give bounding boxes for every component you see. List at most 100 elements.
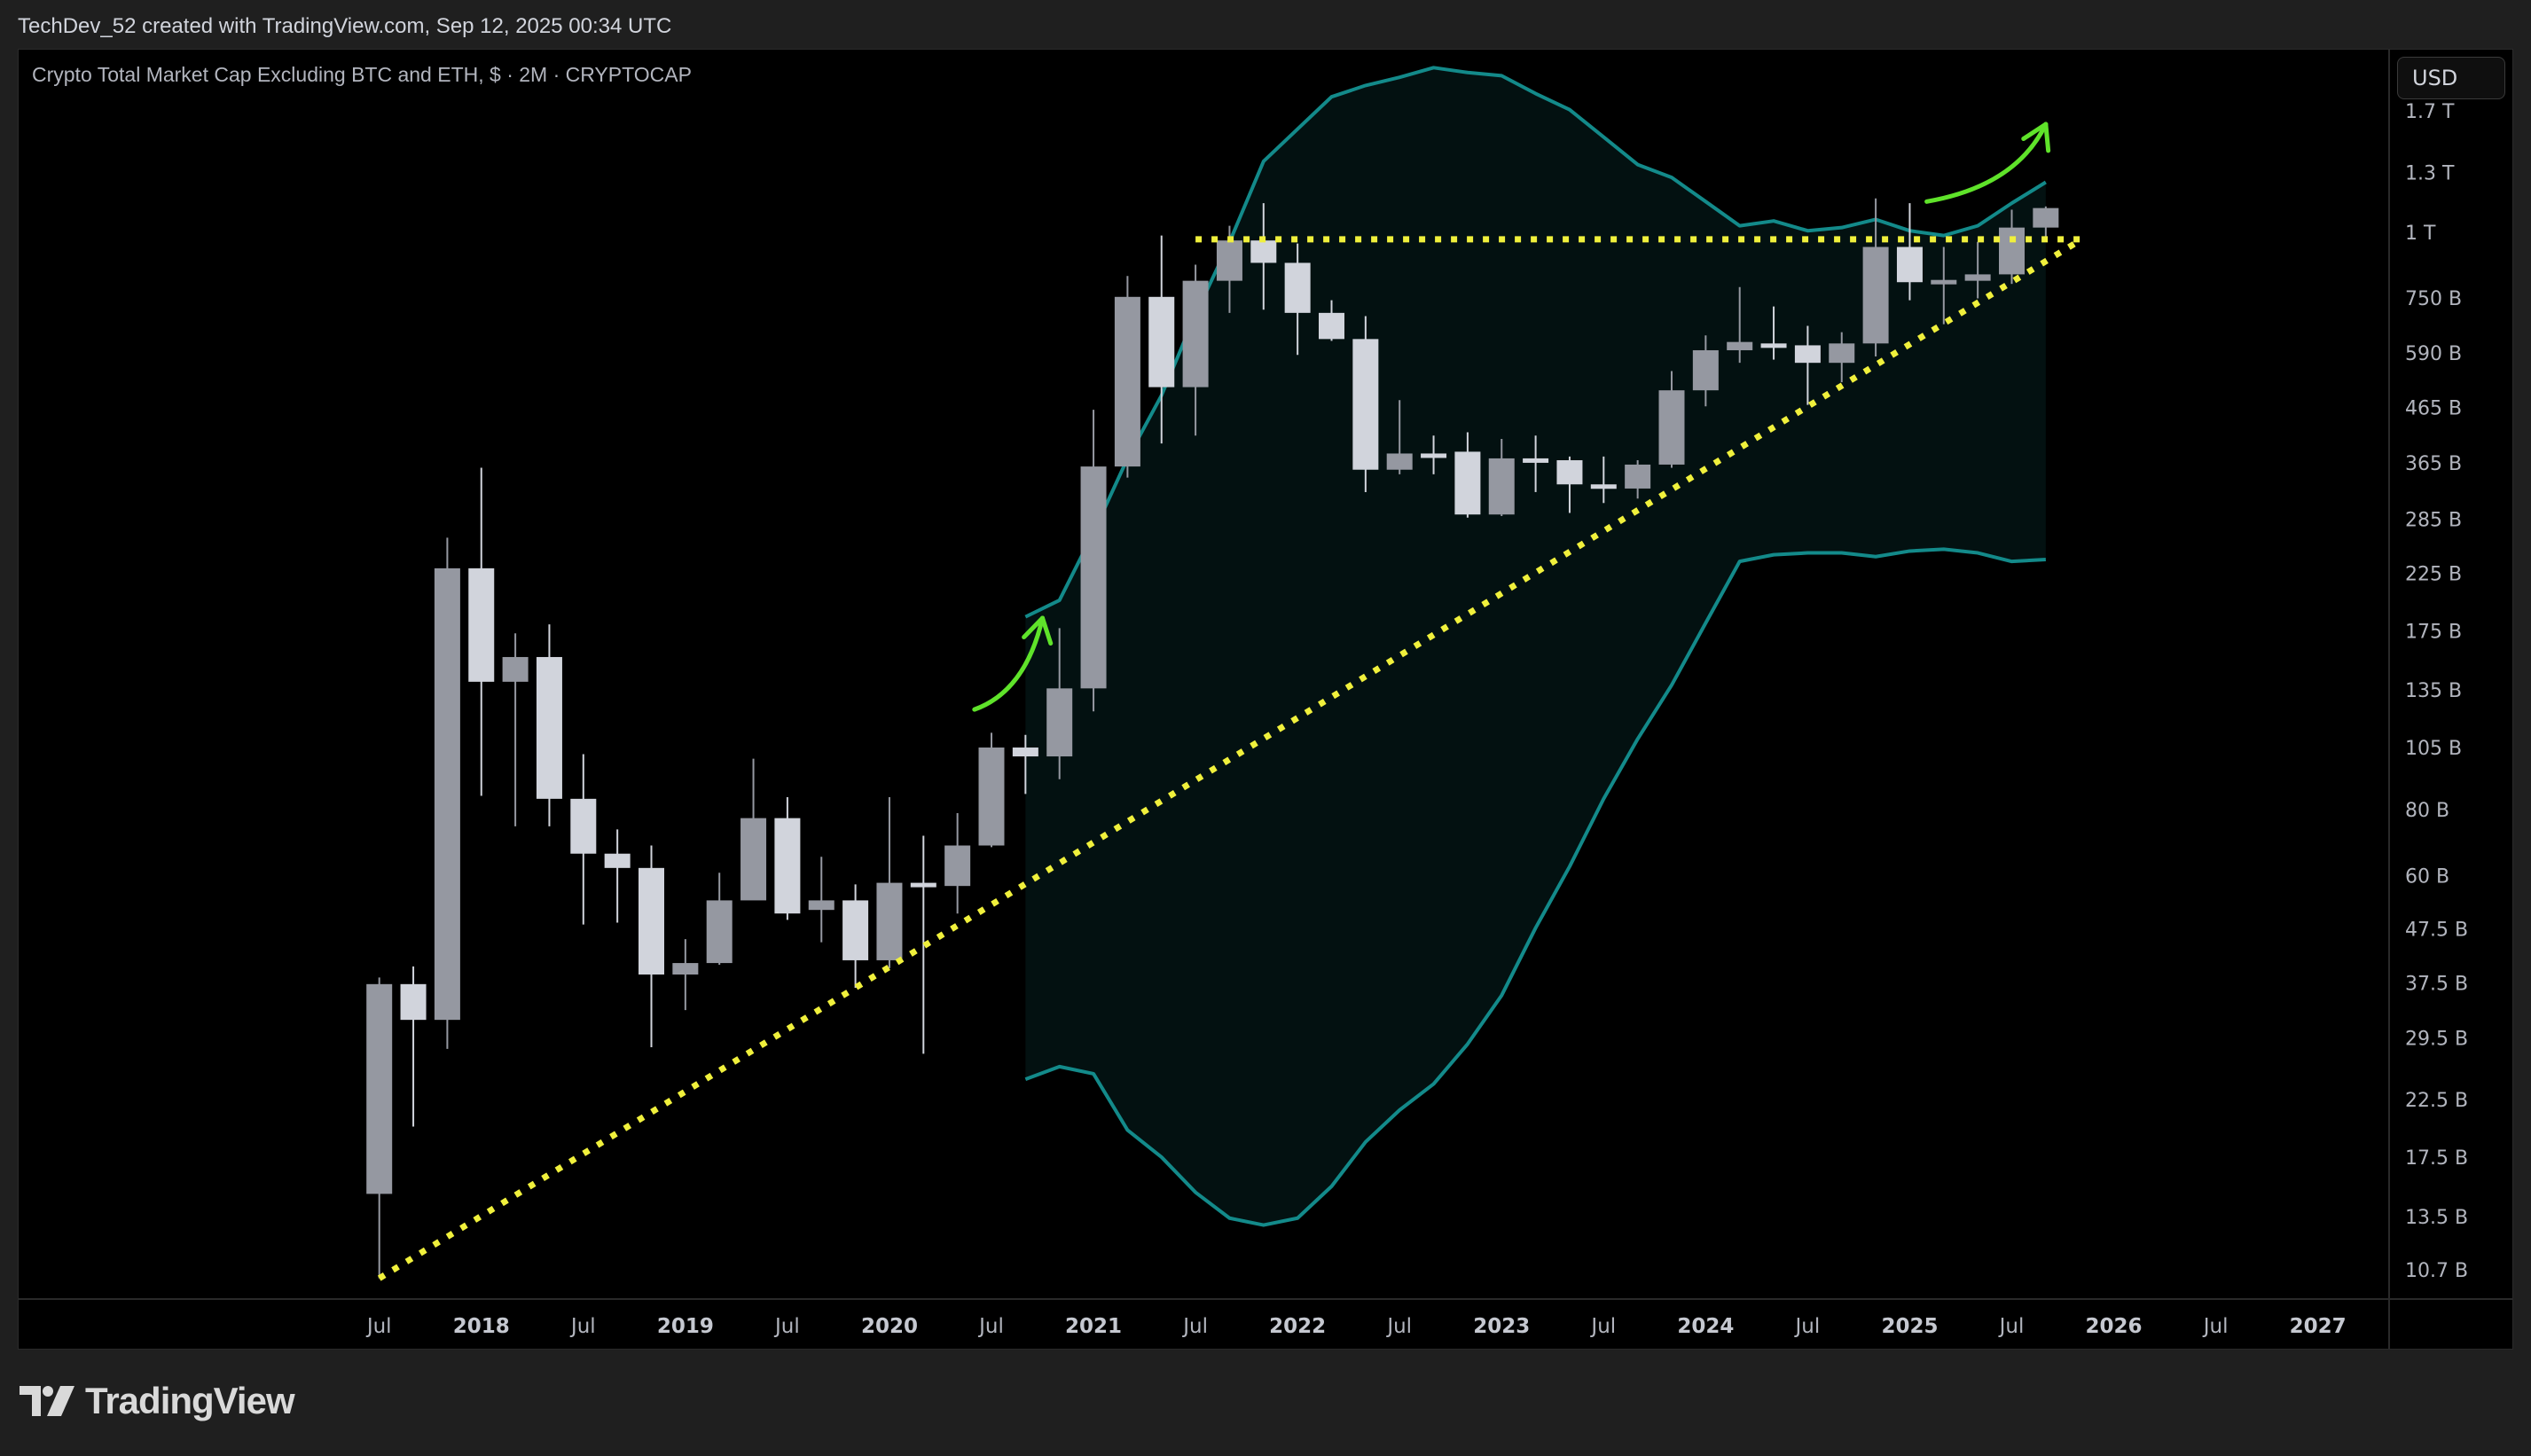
candle[interactable] (604, 829, 631, 923)
candle[interactable] (1523, 435, 1549, 492)
candle[interactable] (434, 537, 460, 1049)
candle[interactable] (1829, 332, 1855, 383)
time-axis[interactable]: Jul 2018 Jul 2019 Jul 2020 Jul 2021 Jul 2022 Jul 20… (365, 1315, 2347, 1338)
candle[interactable] (2033, 206, 2059, 241)
candle[interactable] (876, 797, 903, 968)
candles (366, 198, 2059, 1279)
candle[interactable] (842, 884, 869, 989)
time-tick-label: Jul (1589, 1315, 1616, 1338)
candle-body (1523, 458, 1549, 463)
candle[interactable] (1556, 456, 1583, 513)
price-pane[interactable] (366, 66, 2082, 1281)
candle[interactable] (639, 845, 664, 1048)
candle[interactable] (774, 797, 801, 920)
price-tick-label: 22.5 B (2405, 1090, 2468, 1112)
candle-body (1931, 279, 1957, 285)
bollinger-lower-line (1024, 547, 2046, 1227)
candle[interactable] (978, 732, 1005, 848)
candle-body (1250, 240, 1277, 263)
candle[interactable] (1182, 264, 1209, 436)
price-tick-label: 1.7 T (2405, 101, 2455, 123)
candle[interactable] (1727, 286, 1753, 364)
candle-body (1760, 343, 1787, 348)
candle[interactable] (570, 754, 597, 925)
candle[interactable] (1794, 325, 1821, 405)
time-tick-label: 2024 (1677, 1315, 1734, 1338)
price-tick-label: 1.3 T (2405, 162, 2455, 184)
price-tick-label: 60 B (2405, 865, 2449, 888)
candle[interactable] (1862, 198, 1889, 356)
candle-body (1488, 458, 1515, 515)
candle[interactable] (1114, 276, 1140, 478)
price-tick-label: 285 B (2405, 510, 2462, 532)
time-tick-label: 2027 (2290, 1315, 2347, 1338)
candle[interactable] (1692, 335, 1719, 407)
candle-body (1794, 345, 1821, 364)
price-tick-label: 105 B (2405, 738, 2462, 760)
candle[interactable] (808, 857, 835, 943)
candle[interactable] (1319, 300, 1344, 341)
candle[interactable] (1250, 203, 1277, 310)
time-tick-label: Jul (365, 1315, 392, 1338)
candle-body (1319, 312, 1344, 340)
candle-body (1896, 247, 1923, 283)
time-tick-label: 2020 (861, 1315, 918, 1338)
candle[interactable] (1148, 235, 1175, 444)
candle-body (1284, 262, 1311, 313)
candle[interactable] (944, 813, 971, 914)
arrow-drawing[interactable] (972, 615, 1054, 712)
candle-body (1590, 484, 1617, 489)
candle-body (1012, 748, 1038, 757)
candle[interactable] (502, 633, 529, 826)
candle[interactable] (672, 939, 699, 1011)
candle[interactable] (1046, 628, 1073, 779)
candle[interactable] (1080, 410, 1107, 712)
price-tick-label: 465 B (2405, 397, 2462, 419)
drawings (377, 121, 2082, 1281)
candle-body (639, 867, 664, 975)
candle[interactable] (1012, 734, 1038, 795)
candle-body (944, 845, 971, 887)
tradingview-logo: TradingView (20, 1380, 295, 1422)
candle[interactable] (1964, 241, 1991, 299)
time-tick-label: Jul (1998, 1315, 2025, 1338)
price-tick-label: 225 B (2405, 564, 2462, 586)
candle[interactable] (1999, 209, 2025, 285)
candle-body (604, 853, 631, 868)
time-tick-label: 2018 (453, 1315, 510, 1338)
candle[interactable] (1421, 435, 1447, 474)
candle[interactable] (1625, 460, 1651, 499)
candle[interactable] (1896, 203, 1923, 301)
arrow-head (1022, 615, 1046, 640)
candle[interactable] (1284, 243, 1311, 356)
candle[interactable] (740, 758, 767, 901)
candle[interactable] (1590, 456, 1617, 504)
candle[interactable] (1386, 400, 1413, 474)
time-tick-label: Jul (569, 1315, 596, 1338)
candle[interactable] (1658, 371, 1685, 468)
symbol-title[interactable]: Crypto Total Market Cap Excluding BTC an… (32, 63, 692, 86)
arrow-drawing[interactable] (1924, 121, 2051, 204)
rising-trendline[interactable] (377, 238, 2082, 1281)
candle-body (1148, 296, 1175, 387)
time-tick-label: 2021 (1065, 1315, 1122, 1338)
candle[interactable] (468, 467, 495, 796)
candle-body (1862, 247, 1889, 344)
price-axis[interactable]: 1.7 T 1.3 T 1 T 750 B 590 B 465 B 365 B 285 B 22… (2405, 101, 2468, 1282)
time-tick-label: Jul (1181, 1315, 1208, 1338)
candle[interactable] (1352, 316, 1379, 492)
candle[interactable] (400, 966, 427, 1127)
time-tick-label: 2022 (1269, 1315, 1326, 1338)
candle[interactable] (910, 835, 936, 1054)
candle[interactable] (1454, 432, 1481, 518)
currency-button[interactable]: USD (2397, 57, 2505, 99)
candle[interactable] (706, 873, 733, 965)
candle[interactable] (536, 624, 562, 826)
candle[interactable] (1931, 247, 1957, 325)
candle[interactable] (366, 977, 393, 1279)
candle[interactable] (1488, 439, 1515, 517)
candle[interactable] (1760, 306, 1787, 360)
candle-body (1692, 349, 1719, 391)
time-tick-label: Jul (1794, 1315, 1821, 1338)
